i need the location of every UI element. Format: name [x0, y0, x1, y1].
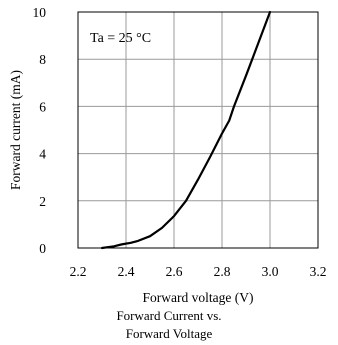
x-tick-label: 3.0 — [262, 264, 279, 279]
x-tick-labels: 2.2 2.4 2.6 2.8 3.0 3.2 — [70, 264, 327, 279]
y-axis-label: Forward current (mA) — [8, 70, 23, 190]
x-tick-label: 2.8 — [214, 264, 231, 279]
x-tick-label: 2.2 — [70, 264, 87, 279]
y-tick-label: 6 — [39, 99, 46, 114]
y-tick-label: 10 — [33, 5, 47, 20]
plot-frame — [77, 11, 319, 249]
y-tick-label: 8 — [39, 52, 46, 67]
caption-line-1: Forward Current vs. — [116, 308, 222, 323]
forward-current-curve — [100, 10, 272, 250]
y-tick-labels: 0 2 4 6 8 10 — [33, 5, 47, 256]
grid-lines — [78, 12, 318, 248]
x-tick-label: 2.4 — [118, 264, 135, 279]
x-tick-label: 2.6 — [166, 264, 183, 279]
temperature-annotation: Ta = 25 °C — [90, 31, 151, 46]
y-tick-label: 0 — [39, 241, 46, 256]
x-axis-label: Forward voltage (V) — [143, 290, 254, 305]
y-tick-label: 2 — [39, 194, 46, 209]
x-tick-label: 3.2 — [310, 264, 327, 279]
y-tick-label: 4 — [39, 147, 46, 162]
caption-line-2: Forward Voltage — [125, 326, 213, 341]
